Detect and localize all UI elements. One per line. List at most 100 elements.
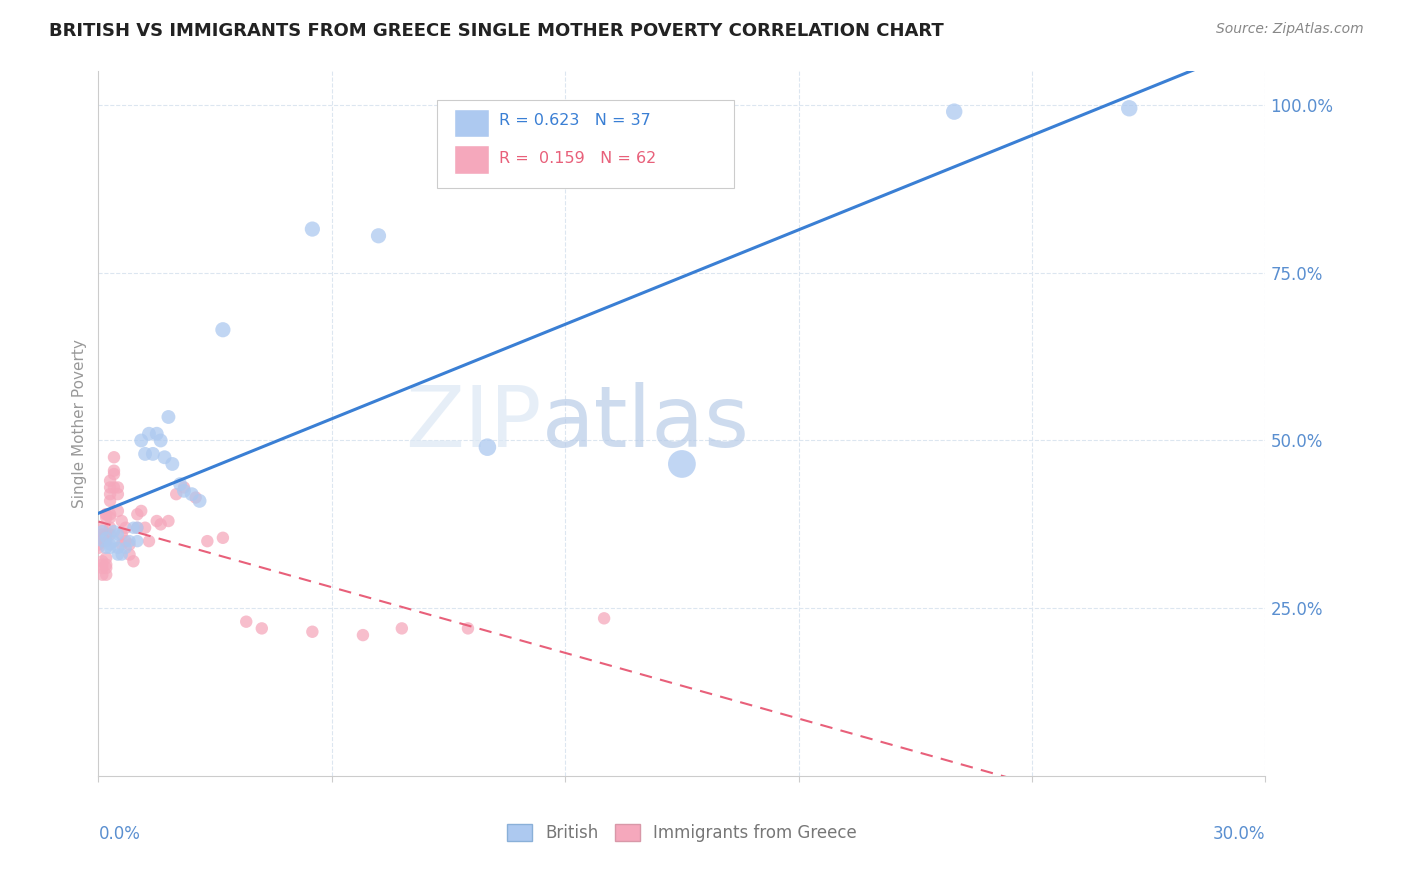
Point	[96, 508, 118, 522]
Point	[96, 510, 118, 524]
Point	[114, 534, 136, 549]
Point	[146, 426, 169, 441]
Point	[91, 554, 114, 568]
Point	[87, 541, 110, 555]
Point	[98, 494, 121, 508]
Point	[122, 554, 145, 568]
Point	[127, 534, 149, 549]
Point	[98, 510, 121, 524]
Point	[91, 534, 114, 549]
Point	[103, 467, 125, 481]
Point	[114, 521, 136, 535]
Point	[127, 521, 149, 535]
Point	[111, 548, 134, 562]
Point	[127, 508, 149, 522]
Bar	[454, 145, 489, 174]
Point	[107, 541, 129, 555]
Point	[96, 534, 118, 549]
Point	[107, 527, 129, 541]
Text: BRITISH VS IMMIGRANTS FROM GREECE SINGLE MOTHER POVERTY CORRELATION CHART: BRITISH VS IMMIGRANTS FROM GREECE SINGLE…	[49, 22, 943, 40]
Point	[91, 527, 114, 541]
Point	[235, 615, 257, 629]
Point	[96, 558, 118, 572]
Point	[103, 450, 125, 465]
Point	[1118, 101, 1140, 115]
Point	[146, 514, 169, 528]
Text: atlas: atlas	[541, 382, 749, 466]
Point	[457, 621, 479, 635]
Point	[149, 517, 172, 532]
Point	[87, 531, 110, 545]
Point	[111, 514, 134, 528]
Point	[98, 474, 121, 488]
Point	[118, 537, 141, 551]
Point	[103, 534, 125, 549]
Point	[91, 561, 114, 575]
Text: Source: ZipAtlas.com: Source: ZipAtlas.com	[1216, 22, 1364, 37]
Point	[134, 521, 156, 535]
Point	[91, 521, 114, 535]
Point	[98, 537, 121, 551]
Point	[301, 624, 323, 639]
Point	[103, 524, 125, 538]
Point	[250, 621, 273, 635]
Text: R = 0.623   N = 37: R = 0.623 N = 37	[499, 113, 651, 128]
Point	[114, 541, 136, 555]
Point	[87, 537, 110, 551]
Point	[98, 480, 121, 494]
Point	[129, 434, 152, 448]
Point	[96, 567, 118, 582]
Point	[149, 434, 172, 448]
Point	[367, 228, 389, 243]
Point	[142, 447, 165, 461]
Point	[96, 561, 118, 575]
Point	[195, 534, 218, 549]
Point	[352, 628, 374, 642]
Point	[157, 514, 180, 528]
Point	[98, 527, 121, 541]
Point	[593, 611, 616, 625]
Point	[98, 508, 121, 522]
Point	[212, 531, 235, 545]
Point	[98, 541, 121, 555]
Point	[169, 477, 191, 491]
Point	[127, 521, 149, 535]
Point	[173, 480, 195, 494]
Text: R =  0.159   N = 62: R = 0.159 N = 62	[499, 151, 657, 166]
Point	[129, 504, 152, 518]
Point	[98, 521, 121, 535]
Point	[91, 558, 114, 572]
Point	[212, 323, 235, 337]
Point	[107, 480, 129, 494]
Point	[153, 450, 176, 465]
Point	[111, 537, 134, 551]
Point	[96, 541, 118, 555]
Point	[184, 491, 207, 505]
Point	[173, 483, 195, 498]
Bar	[454, 109, 489, 136]
Point	[391, 621, 413, 635]
Point	[118, 548, 141, 562]
Point	[138, 426, 160, 441]
Point	[477, 440, 499, 454]
Legend: British, Immigrants from Greece: British, Immigrants from Greece	[501, 817, 863, 849]
Point	[91, 531, 114, 545]
Point	[138, 534, 160, 549]
Point	[122, 521, 145, 535]
Point	[157, 409, 180, 424]
Point	[103, 464, 125, 478]
Point	[118, 534, 141, 549]
Point	[111, 527, 134, 541]
Point	[96, 508, 118, 522]
Y-axis label: Single Mother Poverty: Single Mother Poverty	[72, 339, 87, 508]
Point	[107, 487, 129, 501]
Point	[301, 222, 323, 236]
Point	[91, 524, 114, 538]
Point	[671, 457, 693, 471]
Point	[188, 494, 211, 508]
Point	[98, 487, 121, 501]
Point	[107, 548, 129, 562]
Point	[134, 447, 156, 461]
Point	[103, 480, 125, 494]
Point	[180, 487, 202, 501]
